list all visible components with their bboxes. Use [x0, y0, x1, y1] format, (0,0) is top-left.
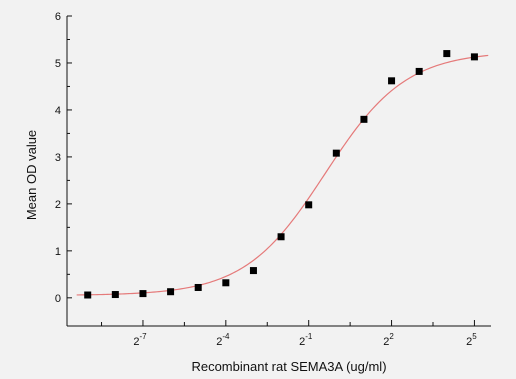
y-tick-label: 4 — [55, 105, 61, 117]
data-point — [388, 77, 396, 85]
data-point — [84, 291, 92, 299]
data-point — [277, 233, 285, 241]
data-point — [305, 201, 313, 209]
x-tick-label: 2-4 — [216, 332, 230, 348]
data-points — [84, 50, 478, 299]
data-point — [111, 291, 119, 299]
x-tick-label: 25 — [466, 332, 477, 348]
y-tick-label: 3 — [55, 152, 61, 164]
y-tick-label: 0 — [55, 293, 61, 305]
x-tick-label: 2-7 — [133, 332, 147, 348]
y-axis-label: Mean OD value — [24, 130, 39, 220]
data-point — [139, 290, 147, 298]
y-tick-label: 5 — [55, 58, 61, 70]
data-point — [222, 279, 230, 287]
y-tick-label: 2 — [55, 199, 61, 211]
axes: 0 1 2 3 4 5 6 2-7 2-4 2-1 22 25 — [55, 11, 491, 348]
data-point — [415, 67, 423, 75]
fit-curve-layer — [76, 54, 489, 296]
x-tick-label: 2-1 — [299, 332, 313, 348]
data-point — [194, 283, 202, 291]
data-point — [167, 288, 175, 296]
data-point — [470, 53, 478, 61]
y-tick-label: 1 — [55, 246, 61, 258]
x-tick-label: 22 — [383, 332, 394, 348]
data-point — [360, 115, 368, 123]
data-point — [443, 50, 451, 58]
x-axis-label: Recombinant rat SEMA3A (ug/ml) — [191, 359, 386, 374]
fit-curve — [76, 54, 489, 296]
y-tick-label: 6 — [55, 11, 61, 23]
data-point — [332, 149, 340, 157]
data-point — [249, 267, 257, 275]
